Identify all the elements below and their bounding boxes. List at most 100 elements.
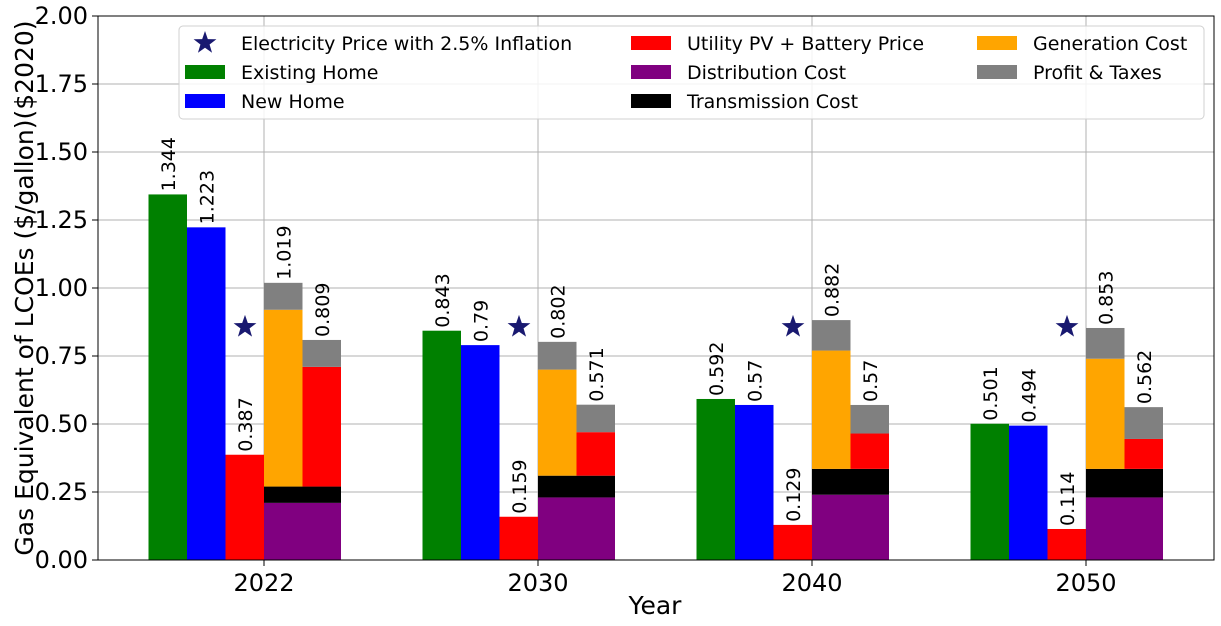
legend-label: Utility PV + Battery Price: [687, 33, 924, 55]
y-tick-label: 1.25: [35, 206, 88, 234]
electricity-distribution-segment: [1086, 497, 1125, 560]
bar-value-label: 0.501: [980, 366, 1002, 420]
legend-label: Profit & Taxes: [1033, 62, 1162, 84]
y-tick-label: 0.25: [35, 478, 88, 506]
y-tick-label: 1.00: [35, 274, 88, 302]
pv-stack-distribution-segment: [850, 494, 889, 560]
pv-stack-profit-taxes-segment: [850, 404, 889, 434]
legend: Electricity Price with 2.5% Inflation Exi…: [178, 25, 1205, 120]
pv-stack-distribution-segment: [576, 497, 615, 560]
inflation-price-star: [233, 314, 257, 337]
pv-stack-transmission-segment: [1124, 468, 1163, 498]
legend-swatch: [185, 94, 225, 108]
electricity-generation-segment: [1086, 358, 1125, 469]
y-tick-label: 1.75: [35, 70, 88, 98]
bar-value-label: 0.129: [783, 468, 805, 522]
y-tick-label: 0.75: [35, 342, 88, 370]
electricity-distribution-segment: [264, 502, 303, 560]
y-tick-label: 0.00: [35, 546, 88, 574]
bar-value-label: 0.592: [706, 342, 728, 396]
x-tick-label: 2022: [233, 569, 294, 597]
new-home-bar: [735, 404, 774, 560]
legend-label: Generation Cost: [1033, 33, 1187, 55]
bar-value-label: 1.019: [273, 225, 295, 279]
existing-home-bar: [696, 398, 735, 560]
electricity-transmission-segment: [264, 486, 303, 503]
pv-stack-pv-battery-segment: [1124, 438, 1163, 469]
legend-label: Transmission Cost: [686, 91, 858, 113]
electricity-profit-taxes-segment: [264, 282, 303, 310]
bar-value-label: 0.57: [744, 360, 766, 402]
inflation-price-star: [507, 314, 531, 337]
inflation-price-star: [781, 314, 805, 337]
bar-value-label: 0.882: [821, 263, 843, 317]
pv-stack-transmission-segment: [576, 475, 615, 498]
new-home-bar: [1009, 425, 1048, 560]
electricity-transmission-segment: [538, 475, 577, 498]
bar-value-label: 0.571: [586, 347, 608, 401]
pv-stack-transmission-segment: [850, 468, 889, 495]
electricity-generation-segment: [812, 350, 851, 469]
new-home-bar: [461, 345, 500, 560]
legend-label: Existing Home: [241, 62, 378, 84]
pv-battery-bar: [773, 524, 812, 560]
new-home-bar: [187, 227, 226, 560]
bar-value-label: 0.809: [312, 283, 334, 337]
pv-stack-pv-battery-segment: [576, 432, 615, 476]
legend-swatch: [977, 36, 1017, 50]
y-tick-label: 0.50: [35, 410, 88, 438]
legend-box: [178, 25, 1205, 120]
electricity-transmission-segment: [812, 468, 851, 495]
electricity-profit-taxes-segment: [812, 320, 851, 351]
bar-value-label: 1.344: [158, 137, 180, 191]
existing-home-bar: [148, 194, 187, 560]
electricity-profit-taxes-segment: [1086, 327, 1125, 359]
pv-stack-pv-battery-segment: [850, 433, 889, 469]
pv-stack-pv-battery-segment: [302, 366, 341, 487]
legend-label: Electricity Price with 2.5% Inflation: [241, 33, 572, 55]
legend-swatch: [631, 36, 671, 50]
bar-value-label: 0.853: [1095, 271, 1117, 325]
y-axis-title: Gas Equivalent of LCOEs ($/gallon)($2020…: [10, 20, 39, 555]
legend-swatch: [631, 94, 671, 108]
pv-battery-bar: [1047, 528, 1086, 560]
pv-stack-distribution-segment: [1124, 497, 1163, 560]
pv-stack-distribution-segment: [302, 502, 341, 560]
bar-value-label: 0.562: [1134, 350, 1156, 404]
legend-swatch: [977, 65, 1017, 79]
inflation-price-star: [1055, 314, 1079, 337]
x-tick-label: 2030: [507, 569, 568, 597]
existing-home-bar: [970, 423, 1009, 560]
bar-value-label: 1.223: [196, 170, 218, 224]
legend-label: New Home: [241, 91, 345, 113]
bar-value-label: 0.159: [509, 459, 531, 513]
x-tick-label: 2040: [781, 569, 842, 597]
axes-layer: 0.00 0.25 0.50 0.75 1.00 1.25 1.50 1.75 2.00 2022…: [35, 2, 1215, 597]
x-tick-label: 2050: [1055, 569, 1116, 597]
bar-value-label: 0.79: [470, 300, 492, 342]
electricity-transmission-segment: [1086, 468, 1125, 498]
pv-stack-profit-taxes-segment: [302, 339, 341, 367]
pv-battery-bar: [225, 454, 264, 560]
x-axis-title: Year: [628, 591, 683, 620]
pv-battery-bar: [499, 516, 538, 560]
bar-value-label: 0.114: [1057, 472, 1079, 526]
electricity-distribution-segment: [538, 497, 577, 560]
legend-swatch: [185, 65, 225, 79]
legend-swatch: [631, 65, 671, 79]
pv-stack-transmission-segment: [302, 486, 341, 503]
y-tick-label: 1.50: [35, 138, 88, 166]
existing-home-bar: [422, 330, 461, 560]
bar-value-label: 0.57: [860, 360, 882, 402]
electricity-distribution-segment: [812, 494, 851, 560]
bar-value-label: 0.387: [235, 397, 257, 451]
bars-layer: [148, 194, 1163, 560]
legend-star-marker: [193, 31, 217, 53]
pv-stack-profit-taxes-segment: [576, 404, 615, 433]
electricity-generation-segment: [538, 369, 577, 476]
electricity-profit-taxes-segment: [538, 341, 577, 370]
bar-value-label: 0.494: [1018, 368, 1040, 422]
bar-value-label: 0.843: [432, 273, 454, 327]
plot-frame: [97, 15, 1215, 561]
